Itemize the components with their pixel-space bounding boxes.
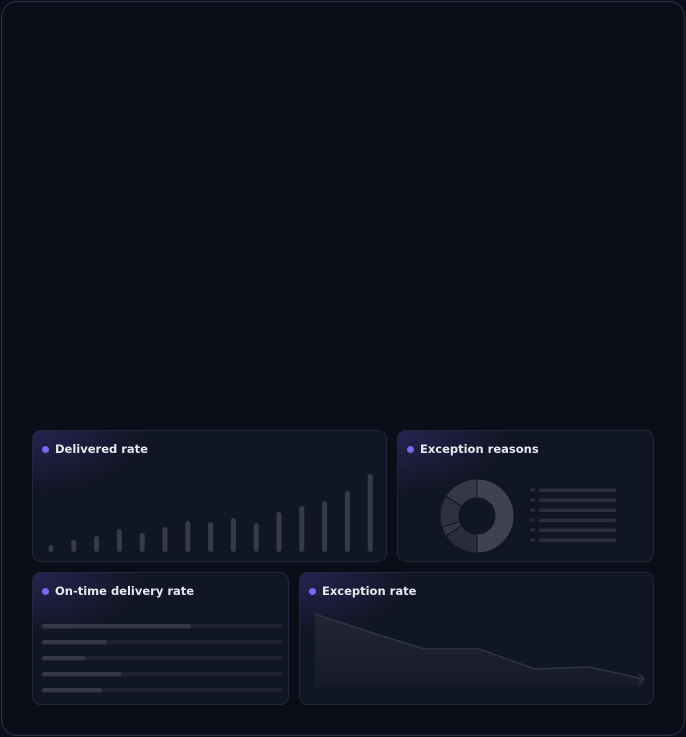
legend-swatch <box>530 518 535 522</box>
donut-slice <box>445 478 478 508</box>
bar <box>322 501 328 552</box>
bar <box>116 529 122 552</box>
status-dot-icon <box>407 445 414 453</box>
bar <box>162 527 168 552</box>
legend-line <box>539 498 616 502</box>
bar <box>230 518 236 552</box>
area-fill <box>315 614 644 687</box>
delivered-bar-chart <box>48 474 373 552</box>
exception-area-chart <box>314 613 646 687</box>
legend-line <box>539 528 616 532</box>
status-dot-icon <box>42 445 49 453</box>
bar-fill <box>42 688 102 693</box>
arrow-head-icon <box>638 673 646 684</box>
card-title: Delivered rate <box>55 442 148 456</box>
legend-swatch <box>530 498 535 502</box>
status-dot-icon <box>42 587 49 595</box>
status-dot-icon <box>309 587 316 595</box>
legend-line <box>539 538 616 542</box>
delivered-rate-card: Delivered rate <box>32 430 387 562</box>
bar <box>276 512 282 552</box>
bar-fill <box>42 672 122 677</box>
exception-reasons-card: Exception reasons <box>397 430 654 562</box>
legend-swatch <box>530 538 535 542</box>
bar <box>367 474 373 552</box>
bar <box>71 540 77 552</box>
legend-swatch <box>530 528 535 532</box>
legend-swatch <box>530 508 535 512</box>
bar <box>253 523 259 552</box>
bar <box>185 521 191 552</box>
donut-slice <box>476 478 515 554</box>
exception-donut-chart <box>439 478 616 554</box>
bar-track <box>42 656 282 661</box>
legend-line <box>539 488 616 492</box>
bar-track <box>42 688 282 693</box>
bar <box>139 533 145 552</box>
bar-fill <box>42 624 191 629</box>
bar <box>208 522 214 552</box>
bar <box>94 536 100 552</box>
bar-fill <box>42 656 86 661</box>
legend-swatch <box>530 488 535 492</box>
legend-line <box>539 518 616 522</box>
on-time-bar-chart <box>42 624 282 693</box>
on-time-delivery-card: On-time delivery rate <box>32 572 289 705</box>
bar <box>48 545 54 552</box>
bar <box>299 506 305 552</box>
legend-line <box>539 508 616 512</box>
area-line <box>314 613 645 680</box>
bar-fill <box>42 640 107 645</box>
card-title: On-time delivery rate <box>55 584 195 598</box>
card-title: Exception rate <box>322 584 417 598</box>
exception-rate-card: Exception rate <box>299 572 654 705</box>
card-title: Exception reasons <box>420 442 539 456</box>
bar <box>344 491 350 552</box>
